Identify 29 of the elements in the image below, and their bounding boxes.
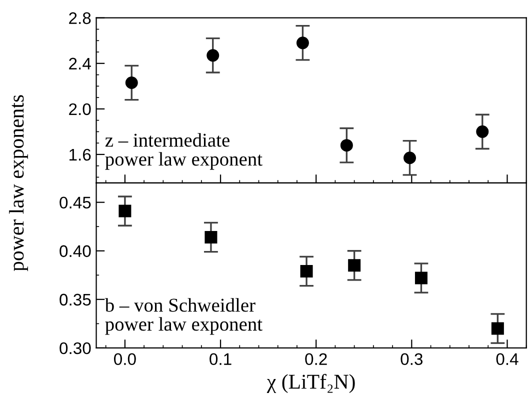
- point: [476, 125, 489, 138]
- y-axis-title: power law exponents: [9, 95, 28, 272]
- point: [404, 152, 416, 164]
- point: [300, 264, 313, 278]
- point: [125, 76, 138, 89]
- annotation: z – intermediate power law exponent: [105, 133, 262, 170]
- point: [414, 272, 428, 284]
- y-tick-label: 0.40: [60, 245, 91, 258]
- point: [206, 49, 220, 62]
- x-tick-label: 0.1: [210, 353, 232, 366]
- y-tick-label: 0.30: [60, 342, 91, 354]
- annotation: b – von Schweidler power law exponent: [104, 298, 262, 335]
- x-tick-label: 0.2: [305, 353, 327, 366]
- point: [118, 204, 132, 218]
- y-tick-label: 2.4: [69, 58, 91, 70]
- point: [204, 231, 218, 244]
- y-tick-label: 1.6: [70, 148, 91, 161]
- y-tick-label: 0.45: [60, 196, 91, 209]
- x-axis-title: χ (LiTf₂N): [266, 374, 355, 393]
- y-tick-label: 0.35: [60, 294, 91, 306]
- point: [348, 259, 361, 272]
- x-tick-label: 0.0: [114, 353, 136, 366]
- point: [491, 322, 504, 335]
- x-tick-label: 0.3: [400, 353, 423, 366]
- point: [296, 36, 309, 50]
- y-tick-label: 2.0: [69, 103, 91, 116]
- x-tick-label: 0.4: [496, 353, 518, 366]
- point: [340, 139, 353, 152]
- y-tick-label: 2.8: [69, 12, 91, 24]
